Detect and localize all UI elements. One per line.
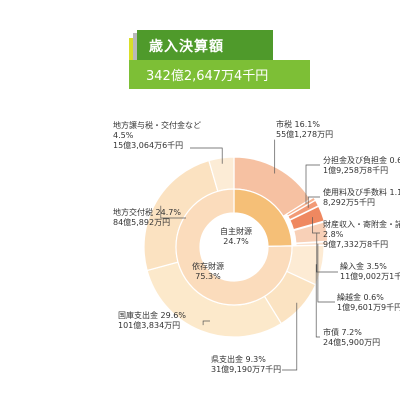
label-property-income-percent: 2.8%	[323, 230, 344, 239]
label-bonds-name: 市債	[323, 328, 339, 337]
label-bonds: 市債 7.2% 24億5,900万円	[323, 328, 380, 348]
label-transfers-name: 繰入金	[340, 262, 364, 271]
label-national-percent: 29.6%	[160, 311, 186, 320]
label-transfer-tax-name: 地方譲与税・交付金など	[113, 121, 201, 130]
chart-center-hole	[200, 213, 268, 281]
chart-title: 歳入決算額	[149, 39, 224, 55]
label-bonds-amount: 24億5,900万円	[323, 338, 381, 347]
leader-line-9	[160, 205, 186, 219]
label-contributions: 分担金及び負担金 0.6 1億9,258万8千円	[323, 156, 400, 176]
inner-label-own-name: 自主財源	[220, 227, 252, 236]
label-transfers: 繰入金 3.5% 11億9,002万1千	[340, 262, 400, 282]
label-carryover: 繰越金 0.6% 1億9,601万9千円	[337, 293, 400, 313]
label-fees-percent: 1.1	[389, 188, 400, 197]
label-contributions-name: 分担金及び負担金	[323, 156, 387, 165]
leader-line-1	[305, 164, 320, 204]
label-allocation-tax-amount: 84億5,892万円	[113, 218, 171, 227]
label-property-income: 財産収入・寄附金・諸収 2.8% 9億7,332万8千円	[323, 220, 400, 250]
label-fees-name: 使用料及び手数料	[323, 188, 387, 197]
label-national-amount: 101億3,834万円	[118, 321, 181, 330]
inner-label-dependent-name: 依存財源	[192, 262, 224, 271]
label-contributions-percent: 0.6	[389, 156, 400, 165]
label-national-name: 国庫支出金	[118, 311, 158, 320]
label-allocation-tax-name: 地方交付税	[113, 208, 153, 217]
total-amount: 342億2,647万4千円	[146, 69, 269, 84]
leader-line-6	[315, 264, 320, 338]
label-city-tax-percent: 16.1%	[294, 120, 320, 129]
label-property-income-amount: 9億7,332万8千円	[323, 240, 389, 249]
label-city-tax: 市税 16.1% 55億1,278万円	[276, 120, 333, 140]
label-city-tax-amount: 55億1,278万円	[276, 130, 334, 139]
inner-label-own: 自主財源 24.7%	[216, 227, 256, 247]
label-transfers-amount: 11億9,002万1千	[340, 272, 400, 281]
total-banner	[129, 60, 310, 89]
label-property-income-name: 財産収入・寄附金・諸収	[323, 220, 400, 229]
label-contributions-amount: 1億9,258万8千円	[323, 166, 389, 175]
label-bonds-percent: 7.2%	[341, 328, 362, 337]
label-fees: 使用料及び手数料 1.1 8,292万5千円	[323, 188, 400, 208]
leader-line-2	[307, 196, 320, 208]
leader-line-3	[312, 217, 320, 234]
leader-line-7	[282, 302, 298, 371]
inner-label-dependent-percent: 75.3%	[195, 272, 221, 281]
label-fees-amount: 8,292万5千円	[323, 198, 375, 207]
label-prefecture: 県支出金 9.3% 31億9,190万7千円	[211, 355, 281, 375]
leader-line-10	[190, 147, 223, 164]
label-prefecture-name: 県支出金	[211, 355, 243, 364]
label-national: 国庫支出金 29.6% 101億3,834万円	[118, 311, 186, 331]
label-city-tax-name: 市税	[276, 120, 292, 129]
label-transfer-tax-amount: 15億3,064万6千円	[113, 141, 184, 150]
inner-label-dependent: 依存財源 75.3%	[185, 262, 231, 282]
label-carryover-name: 繰越金	[337, 293, 361, 302]
leader-line-5	[317, 243, 335, 303]
outer-slice-3	[289, 205, 326, 231]
label-carryover-percent: 0.6%	[363, 293, 384, 302]
leader-line-8	[202, 320, 210, 326]
inner-slice-1	[175, 188, 293, 306]
label-transfer-tax-percent: 4.5%	[113, 131, 134, 140]
label-prefecture-percent: 9.3%	[245, 355, 266, 364]
leader-line-4	[316, 233, 338, 273]
leader-lines	[160, 139, 338, 371]
label-allocation-tax-percent: 24.7%	[155, 208, 181, 217]
title-banner	[137, 30, 273, 60]
label-carryover-amount: 1億9,601万9千円	[337, 303, 400, 312]
label-transfer-tax: 地方譲与税・交付金など 4.5% 15億3,064万6千円	[113, 121, 201, 151]
label-prefecture-amount: 31億9,190万7千円	[211, 365, 282, 374]
inner-label-own-percent: 24.7%	[223, 237, 249, 246]
label-allocation-tax: 地方交付税 24.7% 84億5,892万円	[113, 208, 181, 228]
label-transfers-percent: 3.5%	[366, 262, 387, 271]
outer-ring	[143, 156, 329, 338]
